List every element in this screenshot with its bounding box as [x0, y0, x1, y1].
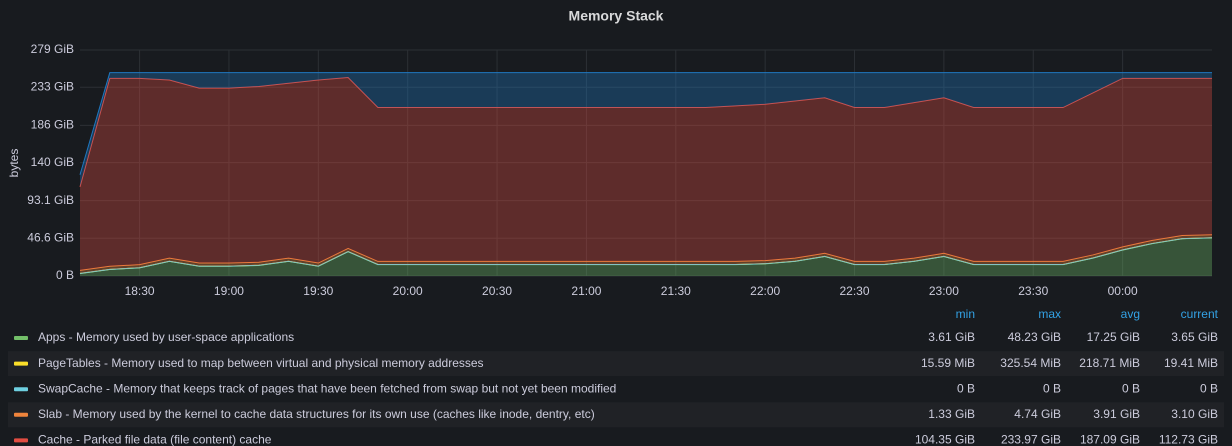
x-tick-label: 20:30 [482, 284, 512, 298]
legend-stat: 3.91 GiB [1093, 407, 1140, 421]
legend-stat: 3.65 GiB [1171, 330, 1218, 344]
legend-stat: 0 B [1043, 381, 1061, 395]
legend-row-bg [8, 402, 1224, 428]
x-tick-label: 22:30 [840, 284, 870, 298]
legend-swatch [14, 361, 28, 366]
series-line [79, 234, 1213, 271]
series-line [79, 72, 1212, 175]
legend-stat: 4.74 GiB [1014, 407, 1061, 421]
legend-label: PageTables - Memory used to map between … [38, 356, 484, 370]
legend-label: SwapCache - Memory that keeps track of p… [38, 381, 616, 395]
legend-stat: 218.71 MiB [1079, 356, 1140, 370]
legend-stat: 3.10 GiB [1171, 407, 1218, 421]
x-tick-label: 19:00 [214, 284, 244, 298]
x-tick-label: 20:00 [393, 284, 423, 298]
legend-column-header: current [1181, 307, 1219, 321]
series-area [80, 72, 1212, 187]
series-line [79, 77, 1212, 188]
legend-stat: 187.09 GiB [1080, 433, 1140, 446]
y-tick-label: 279 GiB [31, 42, 74, 56]
legend-label: Cache - Parked file data (file content) … [38, 433, 272, 446]
y-tick-label: 233 GiB [31, 79, 74, 93]
legend-stat: 48.23 GiB [1008, 330, 1061, 344]
x-tick-label: 23:30 [1018, 284, 1048, 298]
legend-stat: 0 B [957, 381, 975, 395]
y-tick-label: 93.1 GiB [27, 193, 74, 207]
series-line [79, 237, 1213, 274]
x-tick-label: 18:30 [125, 284, 155, 298]
legend-swatch [14, 412, 28, 417]
x-tick-label: 22:00 [750, 284, 780, 298]
x-tick-label: 21:00 [571, 284, 601, 298]
legend-stat: 17.25 GiB [1087, 330, 1140, 344]
legend-stat: 104.35 GiB [915, 433, 975, 446]
legend-stat: 1.33 GiB [928, 407, 975, 421]
y-axis-label: bytes [7, 149, 21, 178]
legend-swatch [14, 387, 28, 392]
legend-stat: 3.61 GiB [928, 330, 975, 344]
y-tick-label: 186 GiB [31, 118, 74, 132]
legend-label: Apps - Memory used by user-space applica… [38, 330, 294, 344]
legend-swatch [14, 336, 28, 340]
legend-column-header: avg [1121, 307, 1140, 321]
y-tick-label: 140 GiB [31, 155, 74, 169]
legend-label: Slab - Memory used by the kernel to cach… [38, 407, 595, 421]
legend-stat: 325.54 MiB [1000, 356, 1061, 370]
legend-column-header: min [956, 307, 975, 321]
legend-stat: 15.59 MiB [921, 356, 975, 370]
legend-stat: 112.73 GiB [1159, 433, 1218, 446]
x-tick-label: 00:00 [1108, 284, 1138, 298]
x-tick-label: 23:00 [929, 284, 959, 298]
legend-column-header: max [1038, 307, 1061, 321]
legend-stat: 0 B [1200, 381, 1218, 395]
series-area [80, 237, 1212, 276]
chart-title: Memory Stack [569, 8, 664, 24]
legend-stat: 0 B [1122, 381, 1140, 395]
x-tick-label: 21:30 [661, 284, 691, 298]
legend-row-bg [8, 351, 1224, 377]
legend-swatch [14, 438, 28, 443]
legend-stat: 19.41 MiB [1164, 356, 1218, 370]
legend-stat: 233.97 GiB [1001, 433, 1061, 446]
y-tick-label: 46.6 GiB [27, 230, 74, 244]
series-area [80, 77, 1212, 271]
x-tick-label: 19:30 [303, 284, 333, 298]
y-tick-label: 0 B [56, 268, 74, 282]
